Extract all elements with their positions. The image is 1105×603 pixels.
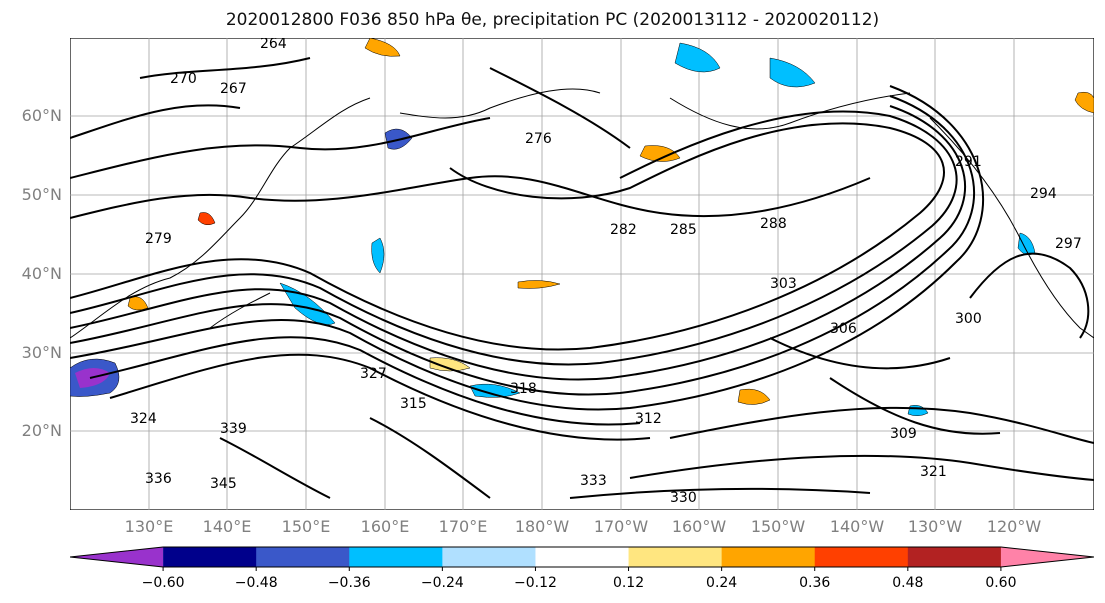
contour-label: 270 xyxy=(170,71,197,87)
colorbar-tick-label: 0.36 xyxy=(799,575,831,591)
colorbar-segment xyxy=(814,547,909,567)
colorbar-segment xyxy=(70,547,164,567)
contour-label: 309 xyxy=(890,426,917,442)
colorbar xyxy=(70,546,1094,571)
figure-title: 2020012800 F036 850 hPa θe, precipitatio… xyxy=(225,10,880,30)
colorbar-tick-label: −0.48 xyxy=(234,575,278,591)
lat-label: 50°N xyxy=(21,185,62,204)
lon-label: 170°E xyxy=(438,517,488,536)
contour-label: 288 xyxy=(760,216,787,232)
contour-label: 297 xyxy=(1055,236,1082,252)
contour-label: 327 xyxy=(360,366,387,382)
colorbar-segment xyxy=(721,547,816,567)
lon-label: 140°W xyxy=(829,517,885,536)
colorbar-segment xyxy=(1000,547,1094,567)
contour-label: 312 xyxy=(635,411,662,427)
lat-label: 30°N xyxy=(21,343,62,362)
lat-label: 60°N xyxy=(21,106,62,125)
colorbar-tick-label: −0.24 xyxy=(420,575,464,591)
contour-label: 318 xyxy=(510,381,537,397)
colorbar-segment xyxy=(163,547,257,567)
colorbar-tick-label: 0.48 xyxy=(892,575,924,591)
contour-label: 330 xyxy=(670,490,697,506)
lon-label: 180°W xyxy=(514,517,570,536)
lon-label: 170°W xyxy=(593,517,649,536)
contour-label: 315 xyxy=(400,396,427,412)
colorbar-segment xyxy=(907,547,1002,567)
contour-label: 336 xyxy=(145,471,172,487)
contour-label: 264 xyxy=(260,38,287,52)
lon-label: 120°W xyxy=(986,517,1042,536)
lat-label: 20°N xyxy=(21,421,62,440)
contour-label: 285 xyxy=(670,222,697,238)
contour-label: 291 xyxy=(955,154,982,170)
contour-label: 282 xyxy=(610,222,637,238)
theta-e-contours xyxy=(70,57,1094,499)
lon-label: 160°W xyxy=(671,517,727,536)
map-panel: 303 285 288 282 276 291 300 327 309 321 … xyxy=(70,38,1094,510)
colorbar-segment xyxy=(349,547,443,567)
colorbar-segment xyxy=(535,547,630,567)
contour-label: 276 xyxy=(525,131,552,147)
lon-label: 130°W xyxy=(907,517,963,536)
contour-label: 303 xyxy=(770,276,797,292)
colorbar-tick-label: −0.60 xyxy=(141,575,185,591)
contour-label: 324 xyxy=(130,411,157,427)
contour-label: 339 xyxy=(220,421,247,437)
contour-label: 306 xyxy=(830,321,857,337)
contour-label: 279 xyxy=(145,231,172,247)
lon-label: 130°E xyxy=(124,517,174,536)
colorbar-segment xyxy=(628,547,723,567)
coastlines xyxy=(70,88,1094,339)
contour-label: 333 xyxy=(580,473,607,489)
colorbar-segment xyxy=(442,547,536,567)
colorbar-tick-label: −0.36 xyxy=(327,575,371,591)
contour-label: 345 xyxy=(210,476,237,492)
lon-label: 150°E xyxy=(281,517,331,536)
colorbar-segment xyxy=(256,547,350,567)
contour-labels: 303 285 288 282 276 291 300 327 309 321 … xyxy=(130,38,1082,506)
lon-label: 150°W xyxy=(750,517,806,536)
colorbar-tick-label: 0.60 xyxy=(985,575,1017,591)
colorbar-tick-label: 0.24 xyxy=(706,575,738,591)
contour-label: 294 xyxy=(1030,186,1057,202)
contour-label: 300 xyxy=(955,311,982,327)
lon-label: 140°E xyxy=(202,517,252,536)
colorbar-tick-label: 0.12 xyxy=(612,575,645,591)
colorbar-tick-label: −0.12 xyxy=(514,575,557,591)
contour-label: 321 xyxy=(920,464,947,480)
lat-label: 40°N xyxy=(21,264,62,283)
lon-label: 160°E xyxy=(360,517,410,536)
contour-label: 267 xyxy=(220,81,247,97)
